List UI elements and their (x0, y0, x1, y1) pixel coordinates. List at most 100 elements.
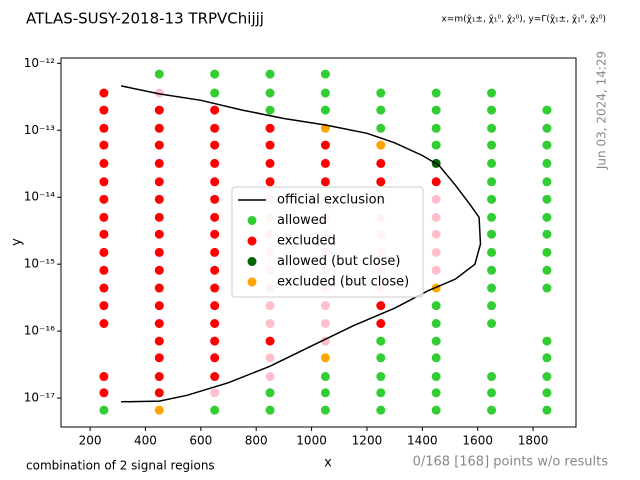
legend-marker (247, 216, 257, 225)
point (320, 105, 330, 115)
point (431, 123, 441, 133)
point (154, 247, 164, 257)
point (210, 301, 220, 311)
point (154, 194, 164, 204)
point (320, 301, 330, 311)
point (487, 105, 497, 115)
point (210, 265, 220, 275)
point (376, 105, 386, 115)
point (154, 265, 164, 275)
point (431, 372, 441, 382)
point (487, 319, 497, 329)
x-axis-label: x (324, 456, 332, 471)
point (210, 140, 220, 150)
point (376, 140, 386, 150)
point (542, 140, 552, 150)
point (320, 353, 330, 363)
point (320, 319, 330, 329)
point (487, 301, 497, 311)
point (154, 336, 164, 346)
point (376, 388, 386, 398)
point (487, 283, 497, 293)
point (542, 158, 552, 168)
y-tick-label: 10⁻¹⁷ (24, 391, 55, 405)
point (210, 158, 220, 168)
point (265, 123, 275, 133)
point (487, 123, 497, 133)
point (99, 319, 109, 329)
point (431, 212, 441, 222)
point (487, 158, 497, 168)
point (265, 88, 275, 98)
legend-marker (247, 277, 257, 287)
point (210, 194, 220, 204)
point (99, 372, 109, 382)
point (210, 372, 220, 382)
point (320, 405, 330, 415)
x-tick-label: 1400 (407, 434, 438, 448)
point (487, 405, 497, 415)
point (210, 405, 220, 415)
point (210, 229, 220, 239)
point (99, 140, 109, 150)
point (99, 88, 109, 98)
point (99, 265, 109, 275)
y-tick-label: 10⁻¹⁵ (24, 257, 55, 271)
note-left: combination of 2 signal regions (26, 459, 215, 473)
point (210, 212, 220, 222)
point (542, 388, 552, 398)
legend-label: allowed (277, 213, 327, 228)
point (154, 353, 164, 363)
point (376, 158, 386, 168)
x-tick-label: 1600 (462, 434, 493, 448)
y-tick-label: 10⁻¹³ (24, 123, 55, 137)
point (487, 212, 497, 222)
point (99, 229, 109, 239)
x-tick-label: 1200 (352, 434, 383, 448)
point (487, 177, 497, 187)
point (431, 336, 441, 346)
point (154, 372, 164, 382)
point (99, 388, 109, 398)
y-tick-label: 10⁻¹² (24, 56, 55, 70)
point (154, 123, 164, 133)
point (154, 212, 164, 222)
point (542, 177, 552, 187)
point (487, 88, 497, 98)
point (320, 372, 330, 382)
x-tick-label: 1000 (296, 434, 327, 448)
point (320, 140, 330, 150)
point (210, 177, 220, 187)
point (265, 353, 275, 363)
y-tick-label: 10⁻¹⁶ (24, 324, 55, 338)
point (320, 388, 330, 398)
plot-frame (60, 57, 577, 428)
point (210, 353, 220, 363)
point (542, 353, 552, 363)
point (265, 372, 275, 382)
point (542, 123, 552, 133)
point (431, 194, 441, 204)
point (487, 194, 497, 204)
point (265, 105, 275, 115)
point (99, 158, 109, 168)
point (487, 140, 497, 150)
point (154, 301, 164, 311)
point (431, 319, 441, 329)
legend-marker (247, 236, 257, 246)
x-tick-label: 400 (134, 434, 157, 448)
point (431, 140, 441, 150)
y-tick-label: 10⁻¹⁴ (24, 190, 55, 204)
point (376, 88, 386, 98)
point (431, 388, 441, 398)
legend-label: allowed (but close) (277, 254, 401, 269)
note-right: 0/168 [168] points w/o results (413, 455, 609, 470)
point (99, 283, 109, 293)
point (154, 105, 164, 115)
point (542, 372, 552, 382)
exclusion-line (120, 85, 482, 403)
point (265, 301, 275, 311)
point (542, 283, 552, 293)
point (99, 247, 109, 257)
x-tick-label: 1800 (518, 434, 549, 448)
